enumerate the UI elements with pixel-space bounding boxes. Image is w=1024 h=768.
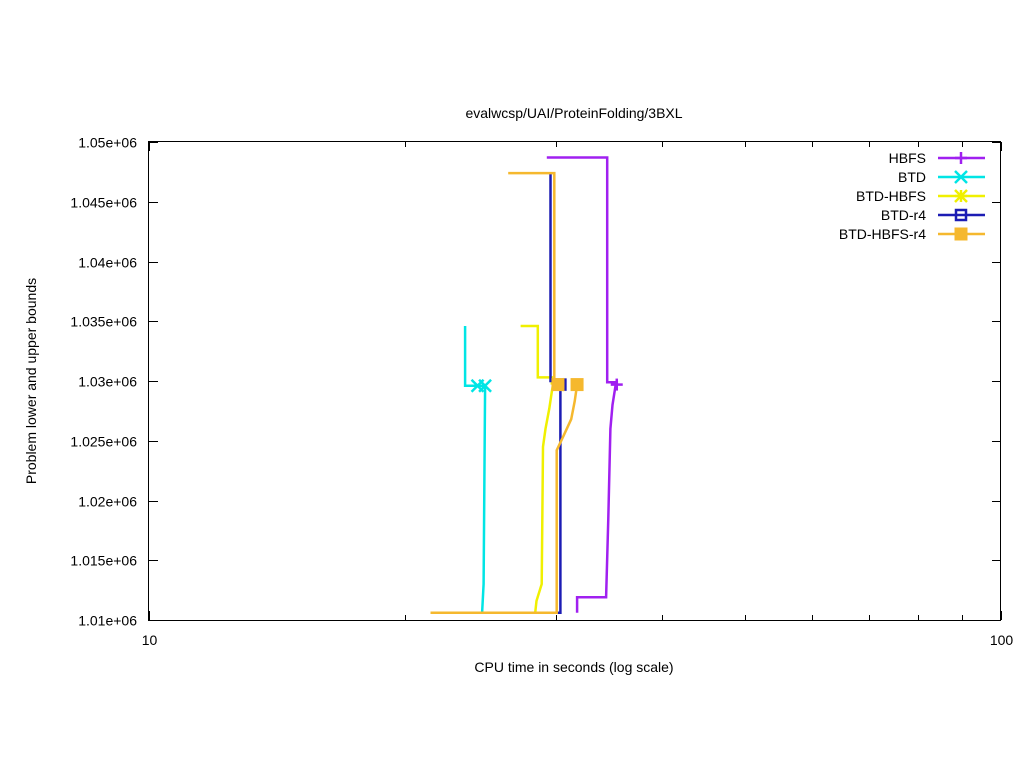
legend-marker <box>955 152 967 164</box>
legend-marker <box>954 208 968 222</box>
btd-marker <box>478 378 492 393</box>
legend-label: BTD-HBFS <box>856 188 926 204</box>
y-tick-label: 1.03e+06 <box>78 374 137 390</box>
y-tick-label: 1.05e+06 <box>78 135 137 151</box>
hbfs-marker <box>610 378 623 391</box>
y-tick-label: 1.025e+06 <box>70 434 137 450</box>
hbfs-upper-bound-line <box>546 156 619 385</box>
series-btd <box>463 326 492 613</box>
btd-hbfs-r4-lower-bound-line <box>430 384 579 615</box>
legend-label: BTD-r4 <box>881 207 926 223</box>
x-axis-label: CPU time in seconds (log scale) <box>474 659 673 675</box>
y-tick-label: 1.01e+06 <box>78 613 137 629</box>
x-axis: 10 100 <box>142 142 1014 648</box>
btd-hbfs-r4-marker <box>570 378 584 392</box>
btd-lower-bound-line <box>480 385 487 613</box>
legend-marker <box>954 170 968 184</box>
y-tick-label: 1.02e+06 <box>78 494 137 510</box>
legend-marker <box>954 227 968 241</box>
hbfs-lower-bound-line <box>575 383 617 613</box>
legend: HBFS BTD BTD-HBFS BTD-r4 BTD-HBFS-r4 <box>839 150 985 242</box>
y-axis-label: Problem lower and upper bounds <box>23 278 39 484</box>
x-tick-label: 100 <box>990 632 1014 648</box>
chart-title: evalwcsp/UAI/ProteinFolding/3BXL <box>465 105 682 121</box>
y-tick-label: 1.045e+06 <box>70 195 137 211</box>
btd-upper-bound-line <box>463 326 486 388</box>
y-tick-label: 1.015e+06 <box>70 553 137 569</box>
legend-marker <box>954 189 968 203</box>
y-tick-label: 1.04e+06 <box>78 255 137 271</box>
btd-hbfs-r4-upper-bound-line <box>508 171 556 385</box>
x-tick-label: 10 <box>142 632 158 648</box>
series-layer <box>430 156 623 615</box>
btd-hbfs-upper-bound-line <box>520 324 554 385</box>
y-tick-label: 1.035e+06 <box>70 314 137 330</box>
legend-label: BTD <box>898 169 926 185</box>
legend-label: BTD-HBFS-r4 <box>839 226 926 242</box>
series-btd-hbfs-r4 <box>430 171 584 615</box>
legend-label: HBFS <box>889 150 926 166</box>
y-axis: 1.01e+06 1.015e+06 1.02e+06 1.025e+06 1.03e+… <box>70 135 1001 629</box>
btd-hbfs-r4-marker <box>551 378 565 392</box>
legend-item-btd-r4: BTD-r4 <box>881 207 985 223</box>
legend-item-btd: BTD <box>898 169 985 185</box>
series-hbfs <box>546 156 623 613</box>
btd-hbfs-lower-bound-line <box>533 384 555 613</box>
legend-item-btd-hbfs: BTD-HBFS <box>856 188 985 204</box>
legend-item-hbfs: HBFS <box>889 150 985 166</box>
legend-item-btd-hbfs-r4: BTD-HBFS-r4 <box>839 226 985 242</box>
